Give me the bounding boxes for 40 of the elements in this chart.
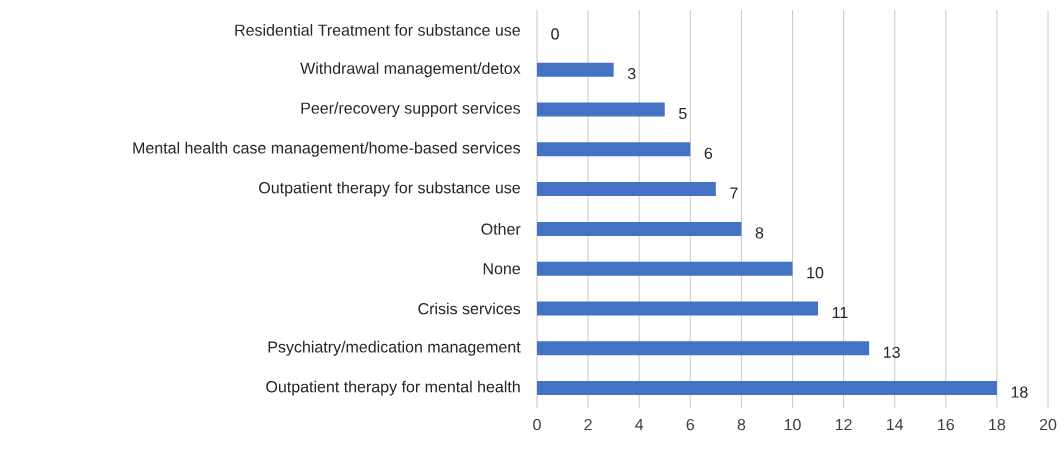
bar: [537, 142, 691, 157]
x-tick-label: 8: [737, 418, 746, 431]
y-tick-label: Crisis services: [418, 302, 521, 315]
data-label: 11: [832, 307, 848, 319]
y-tick-label: Outpatient therapy for mental health: [266, 380, 520, 396]
y-tick-label: Mental health case management/home-based services: [133, 141, 521, 157]
x-tick-label: 6: [686, 418, 695, 431]
x-tick-label: 14: [887, 418, 904, 430]
data-label: 3: [627, 68, 636, 80]
data-label: 7: [730, 187, 738, 199]
bar: [537, 381, 997, 396]
y-tick-label: Withdrawal management/detox: [300, 62, 521, 78]
bar: [537, 261, 793, 276]
data-label: 8: [755, 227, 764, 239]
data-label: 6: [704, 147, 713, 159]
x-tick-label: 10: [784, 418, 801, 431]
x-tick-label: 20: [1039, 418, 1057, 431]
data-label: 0: [551, 28, 559, 40]
x-tick-label: 2: [584, 418, 592, 431]
bar: [537, 341, 870, 356]
bar: [537, 221, 742, 236]
y-tick-label: None: [483, 263, 521, 275]
bar: [537, 102, 665, 117]
x-tick-label: 0: [533, 418, 541, 431]
y-tick-label: Psychiatry/medication management: [268, 340, 521, 356]
data-label: 18: [1011, 386, 1028, 398]
y-tick-label: Residential Treatment for substance use: [235, 24, 520, 36]
bar: [537, 301, 819, 316]
bar: [537, 182, 716, 197]
y-tick-label: Outpatient therapy for substance use: [259, 181, 520, 197]
y-tick-label: Other: [481, 223, 521, 235]
data-label: 10: [807, 267, 824, 279]
x-tick-label: 12: [835, 418, 852, 431]
data-label: 5: [679, 107, 687, 120]
data-label: 13: [883, 346, 900, 358]
bar: [537, 62, 614, 77]
x-tick-label: 4: [635, 418, 644, 430]
y-tick-label: Peer/recovery support services: [301, 102, 521, 117]
x-tick-label: 16: [938, 418, 954, 431]
x-tick-label: 18: [989, 418, 1006, 431]
